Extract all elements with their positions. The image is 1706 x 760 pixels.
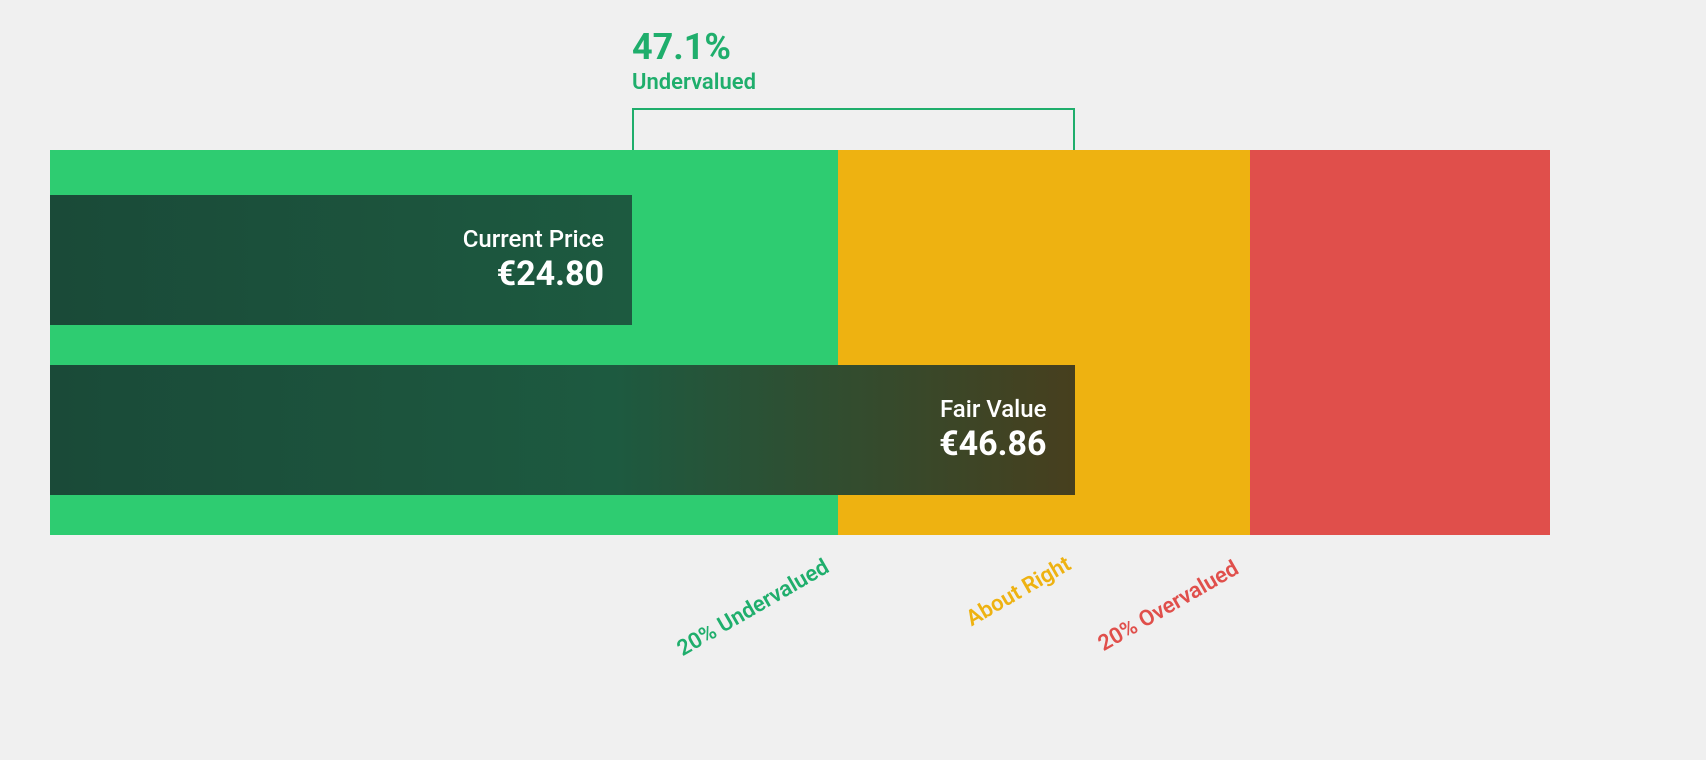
fair-value-label: Fair Value — [939, 395, 1046, 424]
fair-value-value: €46.86 — [939, 424, 1046, 465]
fair-value-bar: Fair Value €46.86 — [50, 365, 1075, 495]
valuation-pct: 47.1% — [632, 28, 756, 68]
label-undervalued: 20% Undervalued — [673, 555, 833, 662]
current-price-label: Current Price — [463, 225, 604, 254]
bracket-right-line — [1073, 108, 1075, 150]
valuation-header: 47.1% Undervalued — [632, 28, 756, 95]
valuation-subtext: Undervalued — [632, 70, 756, 95]
current-price-bar: Current Price €24.80 — [50, 195, 632, 325]
bracket-top-line — [632, 108, 1075, 110]
current-price-value: €24.80 — [463, 254, 604, 295]
current-price-text: Current Price €24.80 — [463, 225, 604, 295]
valuation-chart: Current Price €24.80 Fair Value €46.86 — [50, 150, 1550, 535]
label-overvalued: 20% Overvalued — [1094, 556, 1243, 657]
bracket-left-line — [632, 108, 634, 150]
label-about-right: About Right — [962, 552, 1075, 632]
zone-overvalued — [1250, 150, 1550, 535]
fair-value-text: Fair Value €46.86 — [939, 395, 1046, 465]
